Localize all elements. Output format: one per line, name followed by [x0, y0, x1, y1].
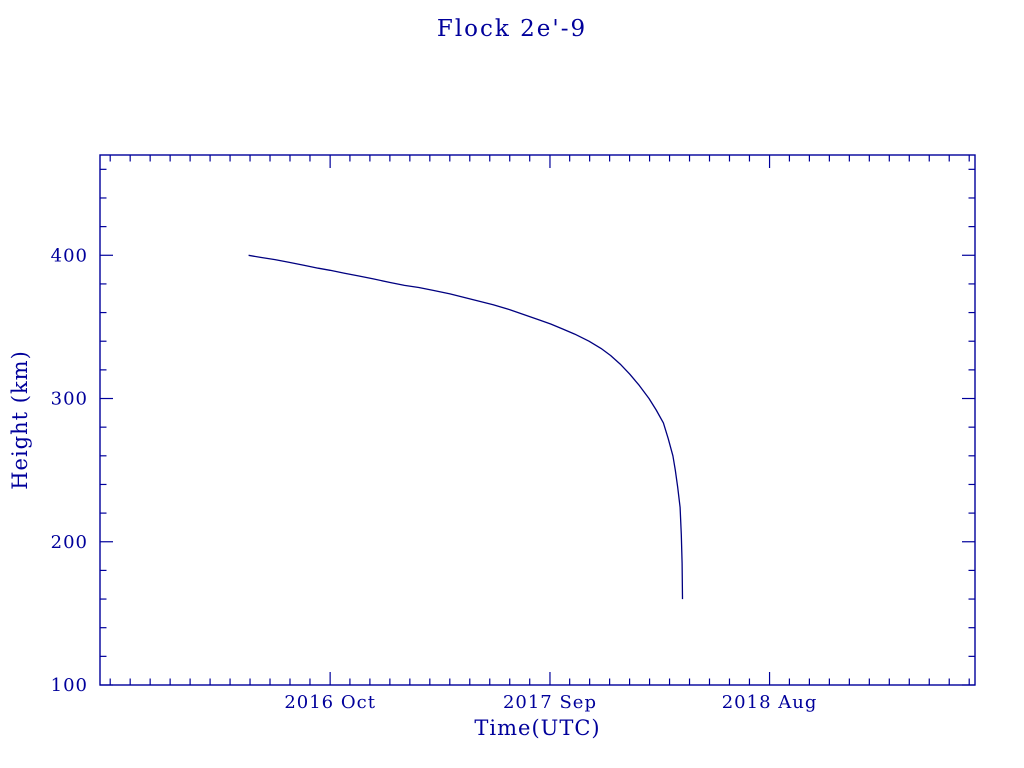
y-tick-label: 300	[51, 389, 88, 410]
x-tick-label: 2018 Aug	[722, 692, 818, 713]
decay-curve	[248, 254, 684, 600]
y-tick-label: 200	[51, 532, 88, 553]
x-tick-label: 2017 Sep	[503, 692, 597, 713]
x-axis-label: Time(UTC)	[474, 716, 601, 740]
y-tick-label: 100	[51, 675, 88, 696]
y-tick-label: 400	[51, 245, 88, 266]
chart-title: Flock 2e'-9	[436, 16, 588, 42]
x-tick-label: 2016 Oct	[284, 692, 376, 713]
plot-frame	[99, 154, 976, 686]
y-axis-label: Height (km)	[8, 350, 32, 490]
